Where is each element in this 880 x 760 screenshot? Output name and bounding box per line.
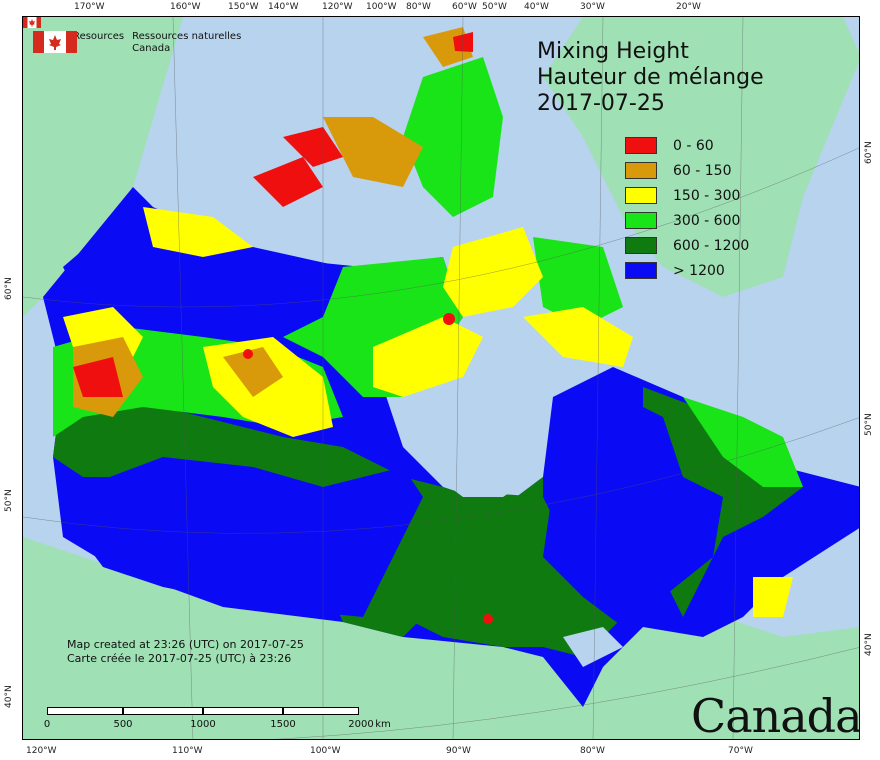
legend-swatch <box>625 137 657 154</box>
lon-label-top: 150°W <box>228 2 259 12</box>
legend: 0 - 60 60 - 150 150 - 300 300 - 600 600 … <box>625 133 749 283</box>
lon-label-top: 20°W <box>676 2 701 12</box>
map-canvas <box>23 17 859 739</box>
band-0-60-ellesmere <box>453 32 473 52</box>
lat-label-right: 40°N <box>864 633 874 656</box>
great-lakes <box>563 627 623 667</box>
band-600-1200-central <box>393 487 623 657</box>
scale-segment <box>123 707 203 715</box>
agency-en-line1: Natural Resources <box>33 31 125 42</box>
title-en: Mixing Height <box>537 39 689 64</box>
lat-label-left: 40°N <box>4 685 14 708</box>
wordmark-flag-icon <box>23 17 41 28</box>
map-credit: Map created at 23:26 (UTC) on 2017-07-25… <box>67 638 304 666</box>
legend-item: 150 - 300 <box>625 183 749 208</box>
usa-land <box>23 537 859 739</box>
legend-item: 0 - 60 <box>625 133 749 158</box>
greenland-land <box>543 17 859 297</box>
lon-label-bottom: 110°W <box>172 746 203 756</box>
band-0-60-ontario-spot <box>483 614 493 624</box>
north-core <box>63 207 353 327</box>
scale-label: 1000 <box>190 719 216 730</box>
title-date: 2017-07-25 <box>537 91 665 116</box>
legend-item: > 1200 <box>625 258 749 283</box>
band-300-600-arctic <box>403 57 503 217</box>
lat-label-right: 50°N <box>864 413 874 436</box>
lon-label-top: 80°W <box>406 2 431 12</box>
lon-label-top: 120°W <box>322 2 353 12</box>
band-0-60-arctic <box>283 127 343 167</box>
lat-label-left: 60°N <box>4 277 14 300</box>
lon-label-bottom: 120°W <box>26 746 57 756</box>
legend-label: > 1200 <box>673 262 725 279</box>
lon-label-top: 170°W <box>74 2 105 12</box>
band-150-300-hudson <box>373 317 483 397</box>
band-300-600-baffin <box>533 237 623 327</box>
band-150-300-north-coast <box>143 207 253 257</box>
lon-label-bottom: 100°W <box>310 746 341 756</box>
legend-label: 150 - 300 <box>673 187 741 204</box>
legend-label: 300 - 600 <box>673 212 741 229</box>
lon-label-top: 140°W <box>268 2 299 12</box>
canada-wordmark: Canada <box>691 689 860 740</box>
legend-item: 600 - 1200 <box>625 233 749 258</box>
lat-label-right: 60°N <box>864 141 874 164</box>
band-0-60-hudson-spot <box>443 313 455 325</box>
scale-segment <box>283 707 359 715</box>
title-fr: Hauteur de mélange <box>537 65 764 90</box>
scale-unit: km <box>375 719 391 730</box>
lon-label-bottom: 70°W <box>728 746 753 756</box>
lon-label-top: 30°W <box>580 2 605 12</box>
lon-label-top: 60°W <box>452 2 477 12</box>
map-title: Mixing Height Hauteur de mélange 2017-07… <box>537 39 764 117</box>
legend-label: 60 - 150 <box>673 162 732 179</box>
canada-flag-icon <box>33 31 77 53</box>
agency-fr: Ressources naturelles Canada <box>132 31 241 55</box>
quebec-core <box>543 397 723 627</box>
band-0-60-yukon <box>73 357 123 397</box>
scale-segment <box>47 707 123 715</box>
scale-label: 0 <box>43 719 51 730</box>
band-150-300-baffin <box>443 227 543 317</box>
legend-swatch <box>625 262 657 279</box>
band-60-150-arctic <box>323 117 423 187</box>
credit-fr: Carte créée le 2017-07-25 (UTC) à 23:26 <box>67 652 292 665</box>
prairie-core <box>73 457 423 617</box>
scale-label: 2000 <box>348 719 374 730</box>
lon-label-top: 100°W <box>366 2 397 12</box>
graticule-lines <box>23 17 859 739</box>
alaska-land <box>23 17 183 317</box>
lon-label-top: 160°W <box>170 2 201 12</box>
legend-label: 600 - 1200 <box>673 237 750 254</box>
lon-label-bottom: 90°W <box>446 746 471 756</box>
agency-fr-line1: Ressources naturelles <box>132 31 242 42</box>
band-0-60-nwt-spot <box>243 349 253 359</box>
scale-label: 1500 <box>270 719 296 730</box>
credit-en: Map created at 23:26 (UTC) on 2017-07-25 <box>67 638 304 651</box>
band-300-600-labrador <box>683 397 803 487</box>
band-150-300-nunavik <box>523 307 633 367</box>
scale-segment <box>203 707 283 715</box>
legend-item: 300 - 600 <box>625 208 749 233</box>
band-150-300-maritimes <box>753 577 793 617</box>
scale-bar: 0 500 1000 1500 2000 km <box>43 703 391 733</box>
legend-swatch <box>625 162 657 179</box>
lat-label-left: 50°N <box>4 489 14 512</box>
legend-label: 0 - 60 <box>673 137 714 154</box>
scale-label: 500 <box>113 719 133 730</box>
map-frame: Natural Resources Canada Ressources natu… <box>22 16 860 740</box>
legend-swatch <box>625 187 657 204</box>
nrcan-signature: Natural Resources Canada Ressources natu… <box>33 31 241 55</box>
lon-label-bottom: 80°W <box>580 746 605 756</box>
band-60-150-nwt <box>223 347 283 397</box>
lon-label-top: 40°W <box>524 2 549 12</box>
legend-swatch <box>625 237 657 254</box>
lon-label-top: 50°W <box>482 2 507 12</box>
agency-fr-line2: Canada <box>132 43 171 54</box>
legend-item: 60 - 150 <box>625 158 749 183</box>
legend-swatch <box>625 212 657 229</box>
hudson-bay <box>393 407 533 497</box>
band-0-60-banks <box>253 157 323 207</box>
